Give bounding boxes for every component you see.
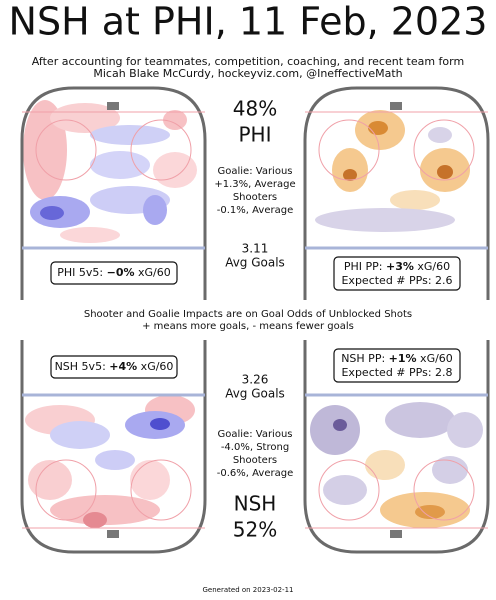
ev-box (50, 355, 178, 379)
pp-suffix: xG/60 (414, 260, 450, 273)
pp-value: +1% (389, 352, 417, 365)
avg-goals-label: Avg Goals (225, 256, 285, 270)
rink-nsh-5v5 (20, 340, 207, 554)
subtitle: Micah Blake McCurdy, hockeyviz.com, @Ine… (93, 67, 402, 80)
rink-nsh-pp (303, 340, 490, 554)
ev-suffix: xG/60 (137, 360, 173, 373)
note: + means more goals, - means fewer goals (142, 321, 354, 332)
pp-box (333, 256, 461, 291)
team: PHI (239, 123, 272, 147)
ev-box-text: PHI 5v5: −0% xG/60 (57, 266, 171, 279)
ev-value: −0% (107, 266, 135, 279)
pp-box (333, 348, 461, 383)
goalie-impact: +1.3%, Average (214, 179, 295, 190)
pp-expected: Expected # PPs: 2.6 (341, 274, 452, 287)
avg-goals-label: Avg Goals (225, 387, 285, 401)
share: 52% (233, 518, 277, 542)
avg-goals: 3.26 (242, 373, 269, 387)
footer: Generated on 2023-02-11 (203, 586, 294, 594)
ev-box-text: NSH 5v5: +4% xG/60 (55, 360, 174, 373)
ev-prefix: NSH 5v5: (55, 360, 110, 373)
pp-box-text: NSH PP: +1% xG/60 (341, 352, 453, 365)
pp-value: +3% (386, 260, 414, 273)
shooters-label: Shooters (233, 192, 277, 203)
note: Shooter and Goalie Impacts are on Goal O… (84, 309, 412, 320)
shooters-impact: -0.6%, Average (217, 468, 293, 479)
pp-box-text: PHI PP: +3% xG/60 (344, 260, 450, 273)
pp-expected: Expected # PPs: 2.8 (341, 366, 452, 379)
goalie-label: Goalie: Various (218, 429, 293, 440)
share: 48% (233, 97, 277, 121)
pp-prefix: NSH PP: (341, 352, 388, 365)
pp-prefix: PHI PP: (344, 260, 386, 273)
avg-goals: 3.11 (242, 242, 269, 256)
pp-suffix: xG/60 (417, 352, 453, 365)
rink-phi-pp (303, 86, 490, 300)
ev-value: +4% (109, 360, 137, 373)
team: NSH (234, 492, 277, 516)
goalie-label: Goalie: Various (218, 166, 293, 177)
rink-phi-5v5 (20, 86, 207, 300)
shooters-label: Shooters (233, 455, 277, 466)
title: NSH at PHI, 11 Feb, 2023 (9, 0, 488, 44)
subtitle: After accounting for teammates, competit… (32, 55, 464, 68)
goalie-impact: -4.0%, Strong (221, 442, 289, 453)
ev-prefix: PHI 5v5: (57, 266, 106, 279)
shooters-impact: -0.1%, Average (217, 205, 293, 216)
ev-box (50, 261, 178, 285)
ev-suffix: xG/60 (135, 266, 171, 279)
